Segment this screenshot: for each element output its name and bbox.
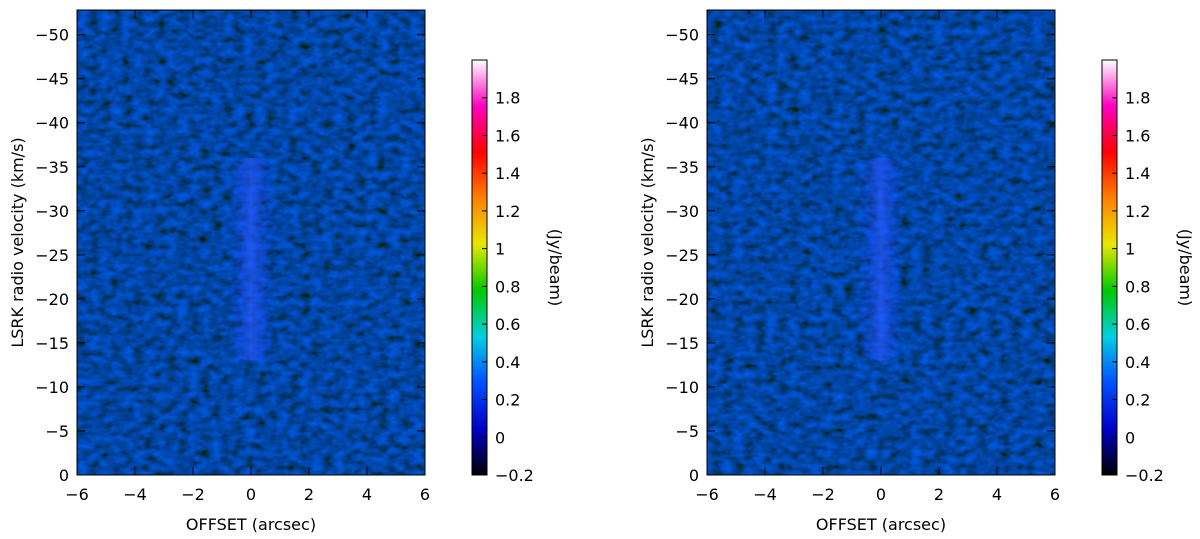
x-tick-label: 0 [246,485,256,504]
y-tick-label: −15 [35,334,69,353]
colorbar-label: (Jy/beam) [1176,229,1195,306]
colorbar-tick-label: 0.6 [1125,315,1150,334]
x-tick-label: −4 [123,485,147,504]
y-tick-label: −30 [35,202,69,221]
colorbar-tick-label: −0.2 [495,466,534,485]
y-tick-label: −45 [35,70,69,89]
x-axis-label: OFFSET (arcsec) [816,515,946,534]
colorbar-label: (Jy/beam) [546,229,565,306]
colorbar-tick-label: 1.6 [1125,126,1150,145]
x-tick-label: −2 [811,485,835,504]
colorbar-tick-label: 0.4 [1125,353,1150,372]
x-tick-label: 2 [304,485,314,504]
x-tick-label: −6 [65,485,89,504]
colorbar-tick-label: 1.6 [495,126,520,145]
x-tick-label: 4 [362,485,372,504]
colorbar-tick-label: 0.2 [1125,391,1150,410]
colorbar-tick-label: 0.6 [495,315,520,334]
colorbar-tick-label: 1.8 [495,89,520,108]
y-tick-label: −5 [45,422,69,441]
y-tick-label: −40 [665,114,699,133]
y-tick-label: −35 [35,158,69,177]
y-tick-label: −50 [665,26,699,45]
colorbar-tick-label: 1.2 [495,202,520,221]
y-tick-label: −15 [665,334,699,353]
colorbar [471,59,488,476]
x-tick-label: −2 [181,485,205,504]
x-tick-label: −4 [753,485,777,504]
colorbar-tick-label: 1 [495,240,505,259]
y-tick-label: −30 [665,202,699,221]
y-tick-label: −40 [35,114,69,133]
colorbar-tick-label: 1.8 [1125,89,1150,108]
y-tick-label: −20 [665,290,699,309]
x-tick-label: 6 [1050,485,1060,504]
y-tick-label: −50 [35,26,69,45]
y-tick-label: −25 [665,246,699,265]
y-tick-label: −25 [35,246,69,265]
y-tick-label: −10 [665,378,699,397]
x-axis-label: OFFSET (arcsec) [186,515,316,534]
y-tick-label: −35 [665,158,699,177]
x-tick-label: 2 [934,485,944,504]
colorbar-tick-label: −0.2 [1125,466,1164,485]
y-axis-label: LSRK radio velocity (km/s) [638,137,657,347]
colorbar-tick-label: 1 [1125,240,1135,259]
y-tick-label: 0 [689,466,699,485]
x-tick-label: 6 [420,485,430,504]
colorbar-tick-label: 0.2 [495,391,520,410]
x-tick-label: 0 [876,485,886,504]
colorbar-tick-label: 1.4 [495,164,520,183]
colorbar-tick-label: 0 [495,428,505,447]
emission-strip [859,157,903,361]
colorbar-tick-label: 0.8 [495,277,520,296]
colorbar-tick-label: 1.4 [1125,164,1150,183]
y-tick-label: −20 [35,290,69,309]
colorbar-tick-label: 1.2 [1125,202,1150,221]
y-tick-label: −5 [675,422,699,441]
y-tick-label: −10 [35,378,69,397]
colorbar-tick-label: 0.4 [495,353,520,372]
y-axis-label: LSRK radio velocity (km/s) [8,137,27,347]
y-tick-label: 0 [59,466,69,485]
emission-strip [229,157,273,361]
colorbar-tick-label: 0.8 [1125,277,1150,296]
x-tick-label: −6 [695,485,719,504]
y-tick-label: −45 [665,70,699,89]
x-tick-label: 4 [992,485,1002,504]
colorbar [1101,59,1118,476]
colorbar-tick-label: 0 [1125,428,1135,447]
